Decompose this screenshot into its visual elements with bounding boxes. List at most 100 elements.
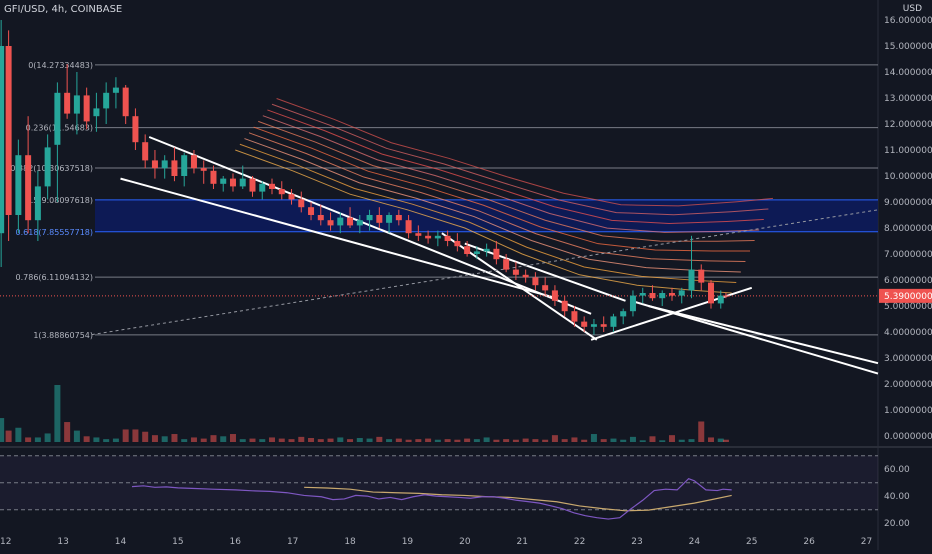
candle[interactable]: [532, 277, 539, 286]
candle[interactable]: [64, 92, 71, 114]
candle[interactable]: [629, 295, 636, 312]
candle[interactable]: [122, 87, 129, 117]
candle[interactable]: [239, 178, 246, 187]
candle[interactable]: [600, 324, 607, 327]
candle[interactable]: [161, 160, 168, 169]
candle[interactable]: [278, 189, 285, 195]
candle[interactable]: [395, 215, 402, 221]
candle[interactable]: [210, 170, 217, 184]
fib-retracement[interactable]: 0(14.27334483)0.236(11.54683)0.382(10.30…: [10, 61, 878, 340]
candle[interactable]: [639, 293, 646, 296]
candle[interactable]: [25, 155, 32, 221]
candle[interactable]: [376, 215, 383, 223]
candle[interactable]: [708, 282, 715, 304]
candle[interactable]: [34, 186, 41, 221]
candle[interactable]: [15, 155, 22, 215]
candles[interactable]: [0, 20, 729, 335]
rsi-line[interactable]: [131, 477, 732, 520]
candle[interactable]: [415, 233, 422, 236]
candle[interactable]: [571, 311, 578, 322]
candle[interactable]: [103, 92, 110, 109]
candle[interactable]: [112, 87, 119, 93]
candle[interactable]: [54, 92, 61, 145]
candle[interactable]: [620, 311, 627, 317]
trendline[interactable]: [648, 305, 879, 365]
candle[interactable]: [269, 183, 276, 189]
candle[interactable]: [337, 217, 344, 226]
candle[interactable]: [464, 246, 471, 254]
candle[interactable]: [190, 155, 197, 169]
candle[interactable]: [425, 235, 432, 239]
candle[interactable]: [473, 251, 480, 254]
candle[interactable]: [142, 142, 149, 161]
volume-bar: [44, 433, 51, 442]
candle[interactable]: [5, 46, 12, 215]
candle[interactable]: [590, 324, 597, 327]
candle[interactable]: [610, 316, 617, 327]
candle[interactable]: [444, 235, 451, 241]
candle[interactable]: [151, 160, 158, 169]
candle[interactable]: [181, 155, 188, 176]
time-axis[interactable]: 12 13 14 15 16 17 18 19 20 21 22 23 24 25 26 27: [0, 537, 872, 547]
candle[interactable]: [717, 295, 724, 304]
candle[interactable]: [132, 116, 139, 143]
candle[interactable]: [503, 259, 510, 270]
candle[interactable]: [308, 207, 315, 215]
candle[interactable]: [249, 178, 256, 192]
current-price-badge[interactable]: [879, 288, 932, 303]
time-tick-label: 16: [230, 537, 242, 547]
candle[interactable]: [649, 293, 656, 299]
candle[interactable]: [83, 95, 90, 122]
current-price-label: 5.39000000: [884, 292, 932, 302]
trendline[interactable]: [464, 242, 626, 302]
volume-bar: [73, 430, 80, 442]
candle[interactable]: [93, 108, 100, 117]
candle[interactable]: [493, 248, 500, 260]
candle[interactable]: [698, 269, 705, 283]
candle[interactable]: [668, 293, 675, 296]
candle[interactable]: [512, 269, 519, 275]
candle[interactable]: [542, 285, 549, 291]
candle[interactable]: [229, 178, 236, 187]
trendline[interactable]: [120, 177, 557, 300]
candle[interactable]: [483, 248, 490, 252]
time-tick-label: 19: [402, 537, 414, 547]
candle[interactable]: [722, 295, 729, 297]
trendlines[interactable]: [0, 136, 879, 375]
candle[interactable]: [220, 178, 227, 184]
candle[interactable]: [551, 290, 558, 301]
candle[interactable]: [386, 215, 393, 223]
candle[interactable]: [259, 183, 266, 192]
candle[interactable]: [366, 215, 373, 221]
candle[interactable]: [356, 220, 363, 226]
pane-separator[interactable]: [0, 446, 932, 448]
candle[interactable]: [522, 274, 529, 278]
candle[interactable]: [327, 220, 334, 226]
candle[interactable]: [434, 235, 441, 239]
candle[interactable]: [581, 321, 588, 327]
candle[interactable]: [659, 293, 666, 299]
candle[interactable]: [0, 46, 5, 234]
candle[interactable]: [200, 168, 207, 171]
rsi-ma-line[interactable]: [304, 486, 732, 512]
time-tick-label: 23: [631, 537, 642, 547]
candle[interactable]: [561, 300, 568, 312]
time-tick-label: 21: [516, 537, 527, 547]
time-tick-label: 26: [803, 537, 815, 547]
candle[interactable]: [44, 147, 51, 187]
candle[interactable]: [405, 220, 412, 234]
candle[interactable]: [317, 215, 324, 221]
candle[interactable]: [688, 269, 695, 291]
candle[interactable]: [171, 160, 178, 176]
candle[interactable]: [288, 194, 295, 200]
rsi-pane[interactable]: 60.00 40.00 20.00: [0, 455, 910, 530]
candle[interactable]: [678, 290, 685, 296]
candle[interactable]: [298, 199, 305, 208]
dotted-trendline[interactable]: [91, 209, 879, 336]
candle[interactable]: [347, 217, 354, 226]
candle[interactable]: [73, 95, 80, 114]
candle[interactable]: [454, 241, 461, 247]
